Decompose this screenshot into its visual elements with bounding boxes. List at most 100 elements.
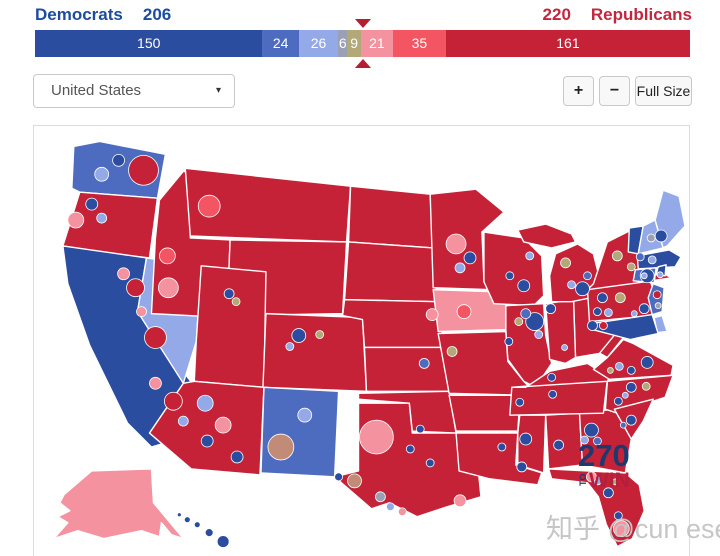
state-CO[interactable] xyxy=(262,312,368,392)
district-patch-TX[interactable] xyxy=(359,419,394,455)
district-patch-AZ[interactable] xyxy=(214,416,232,434)
district-patch-LA[interactable] xyxy=(516,461,528,473)
district-patch-GA[interactable] xyxy=(584,422,599,438)
district-patch-IL[interactable] xyxy=(525,312,545,331)
district-patch-UT[interactable] xyxy=(223,288,235,300)
district-patch-HI[interactable] xyxy=(176,512,182,518)
district-patch-CA[interactable] xyxy=(164,391,183,411)
district-patch-OH[interactable] xyxy=(597,292,608,304)
district-patch-TX[interactable] xyxy=(397,507,407,517)
district-patch-PA[interactable] xyxy=(614,292,626,304)
state-MO[interactable] xyxy=(437,330,531,396)
district-patch-VA[interactable] xyxy=(626,365,636,375)
district-patch-NY[interactable] xyxy=(611,250,623,262)
district-patch-NY[interactable] xyxy=(626,262,636,272)
state-UT[interactable] xyxy=(193,265,267,388)
zoom-out-button[interactable]: − xyxy=(599,76,630,106)
state-AK[interactable] xyxy=(53,468,185,540)
district-patch-IL[interactable] xyxy=(520,308,532,320)
district-patch-FL[interactable] xyxy=(611,478,619,486)
district-patch-AL[interactable] xyxy=(553,439,564,451)
district-patch-WI[interactable] xyxy=(517,279,531,293)
district-patch-NE[interactable] xyxy=(425,308,439,321)
district-patch-TX[interactable] xyxy=(334,472,343,482)
us-district-map[interactable] xyxy=(34,126,689,556)
state-KS[interactable] xyxy=(363,346,450,392)
district-patch-CA[interactable] xyxy=(136,306,147,318)
district-patch-TX[interactable] xyxy=(347,473,362,489)
district-patch-NY[interactable] xyxy=(635,252,645,262)
district-patch-KS[interactable] xyxy=(418,358,430,369)
district-patch-TX[interactable] xyxy=(405,444,415,454)
district-patch-VA[interactable] xyxy=(614,362,624,371)
district-patch-OR[interactable] xyxy=(67,211,85,229)
district-patch-CT[interactable] xyxy=(640,272,648,280)
district-patch-TX[interactable] xyxy=(453,494,467,508)
district-patch-NJ[interactable] xyxy=(654,302,662,310)
district-patch-PA[interactable] xyxy=(630,310,638,318)
district-patch-CO[interactable] xyxy=(315,330,325,339)
district-patch-OR[interactable] xyxy=(96,212,108,224)
district-patch-CO[interactable] xyxy=(285,342,295,351)
district-patch-TX[interactable] xyxy=(425,458,435,468)
state-NM[interactable] xyxy=(260,386,340,478)
district-patch-AZ[interactable] xyxy=(230,450,244,464)
district-patch-MN[interactable] xyxy=(445,233,467,255)
district-patch-IL[interactable] xyxy=(534,330,544,339)
district-patch-WA[interactable] xyxy=(112,153,125,167)
district-patch-FL[interactable] xyxy=(586,471,597,483)
district-patch-OR[interactable] xyxy=(85,197,99,211)
district-patch-TN[interactable] xyxy=(515,397,525,407)
district-patch-MT[interactable] xyxy=(197,194,221,218)
district-patch-CA[interactable] xyxy=(126,278,145,298)
district-patch-MO[interactable] xyxy=(504,337,514,346)
district-patch-TX[interactable] xyxy=(375,491,386,503)
district-patch-MA[interactable] xyxy=(647,255,657,265)
state-SD[interactable] xyxy=(343,241,438,303)
district-patch-NC[interactable] xyxy=(613,396,623,406)
district-patch-HI[interactable] xyxy=(216,535,230,548)
district-patch-VA[interactable] xyxy=(640,356,654,369)
state-AL[interactable] xyxy=(544,412,584,470)
district-patch-HI[interactable] xyxy=(193,521,201,529)
district-patch-PA[interactable] xyxy=(593,307,602,317)
district-patch-ME[interactable] xyxy=(654,229,668,243)
district-patch-WA[interactable] xyxy=(94,166,110,182)
state-MN[interactable] xyxy=(429,188,505,291)
state-MA[interactable] xyxy=(636,249,682,270)
district-patch-CA[interactable] xyxy=(144,326,167,349)
district-patch-HI[interactable] xyxy=(204,528,214,538)
district-patch-CA[interactable] xyxy=(177,415,189,427)
district-patch-IL[interactable] xyxy=(514,317,524,326)
district-patch-NC[interactable] xyxy=(625,381,637,393)
district-patch-CA[interactable] xyxy=(117,267,130,281)
district-patch-CO[interactable] xyxy=(291,328,307,343)
district-patch-WA[interactable] xyxy=(128,154,159,186)
district-patch-MI[interactable] xyxy=(560,257,571,269)
district-patch-KY[interactable] xyxy=(547,372,557,382)
district-patch-SC[interactable] xyxy=(625,414,637,426)
district-patch-MN[interactable] xyxy=(463,251,477,265)
full-size-button[interactable]: Full Size xyxy=(635,76,692,106)
district-patch-GA[interactable] xyxy=(580,435,589,445)
district-patch-NV[interactable] xyxy=(158,277,179,299)
district-patch-VA[interactable] xyxy=(606,366,614,374)
district-patch-MI[interactable] xyxy=(583,271,592,281)
district-patch-MN[interactable] xyxy=(454,262,466,274)
district-patch-NM[interactable] xyxy=(267,433,295,461)
district-patch-PA[interactable] xyxy=(638,303,650,315)
district-patches[interactable] xyxy=(67,153,668,548)
district-patch-MO[interactable] xyxy=(446,346,458,357)
district-patch-FL[interactable] xyxy=(613,511,623,521)
district-patch-IA[interactable] xyxy=(456,304,472,320)
district-patch-NM[interactable] xyxy=(297,407,313,423)
district-patch-HI[interactable] xyxy=(183,516,191,524)
state-ND[interactable] xyxy=(347,185,434,249)
district-patch-UT[interactable] xyxy=(231,297,241,307)
district-patch-NH[interactable] xyxy=(646,233,656,243)
district-patch-MI[interactable] xyxy=(567,280,576,290)
district-patch-WI[interactable] xyxy=(505,271,515,281)
district-patch-ID[interactable] xyxy=(159,247,176,265)
district-patch-NC[interactable] xyxy=(621,391,629,399)
district-patch-LA[interactable] xyxy=(497,442,507,452)
